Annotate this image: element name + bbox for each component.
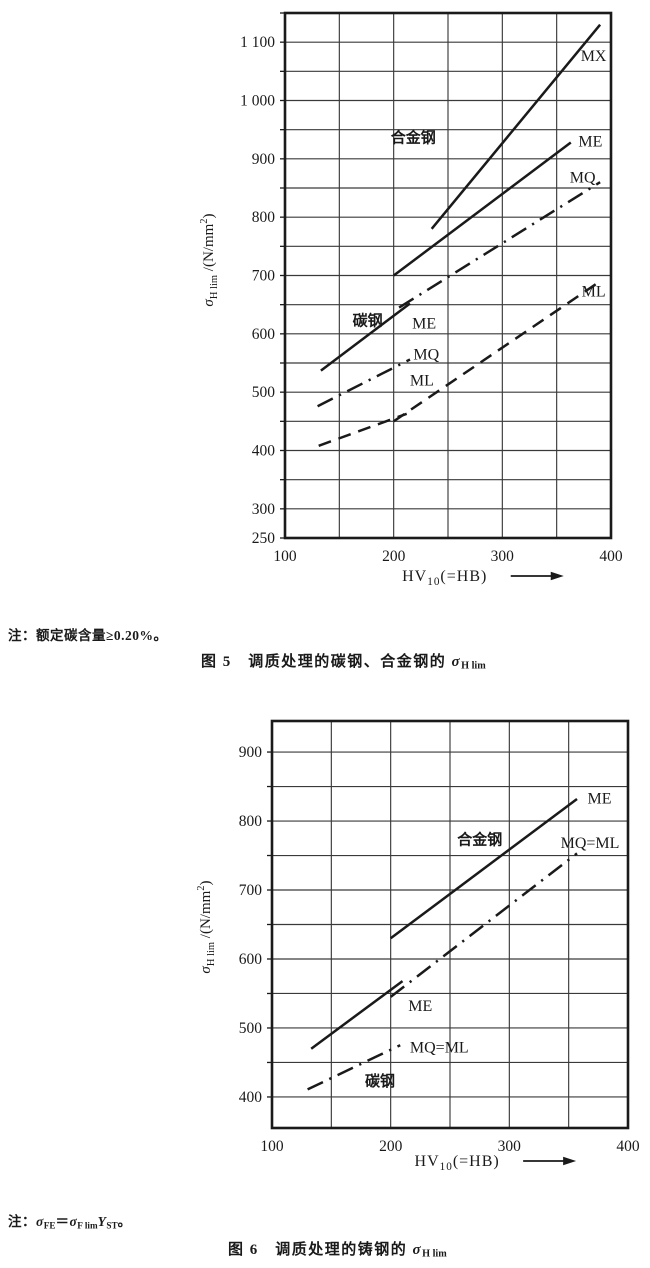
text-segment: 。 [117, 1214, 132, 1229]
series-fig5-c-mq [317, 358, 411, 408]
fig6-caption: 图 6 调质处理的铸钢的 σH lim [228, 1238, 447, 1260]
series-fig5-me [392, 141, 572, 277]
y-tick-label: 600 [239, 951, 263, 968]
y-axis-title: σH lim /(N/mm2) [199, 213, 220, 306]
steel-group-label: 合金钢 [390, 128, 436, 146]
grade-label: ME [588, 790, 612, 807]
y-tick-label: 800 [239, 813, 263, 830]
grade-label: MX [581, 48, 607, 65]
text-segment: 注：额定碳含量≥0.20%。 [8, 628, 168, 643]
y-tick-label: 1 100 [240, 34, 275, 51]
y-tick-label: 400 [252, 443, 276, 460]
plot-border [270, 719, 630, 1130]
series-fig5-mx [430, 23, 602, 230]
y-tick-label: 700 [239, 882, 263, 899]
x-tick-label: 300 [498, 1138, 522, 1155]
x-tick-label: 400 [616, 1138, 640, 1155]
x-tick-label: 400 [599, 548, 623, 565]
subscript: F lim [77, 1220, 98, 1231]
series-fig6-mq-ml [389, 852, 578, 998]
grade-label: ML [582, 283, 606, 300]
grade-label: MQ=ML [561, 835, 620, 852]
grade-label: MQ=ML [410, 1039, 469, 1056]
x-tick-label: 200 [382, 548, 406, 565]
series-fig5-mq [398, 181, 601, 309]
series-fig6-c-me [310, 980, 404, 1050]
series-fig5-c-ml [318, 412, 408, 447]
x-tick-label: 200 [379, 1138, 403, 1155]
series-fig6-me [389, 797, 578, 940]
y-tick-label: 400 [239, 1089, 263, 1106]
grade-label: ML [410, 373, 434, 390]
grade-label: ME [578, 133, 602, 150]
text-segment: σ [412, 1242, 423, 1258]
x-axis-title: HV10(=HB) [415, 1153, 500, 1173]
y-tick-label: 250 [252, 530, 276, 547]
text-segment: 图 5 调质处理的碳钢、合金钢的 [201, 654, 452, 670]
y-tick-label: 700 [252, 268, 276, 285]
x-tick-label: 100 [273, 548, 297, 565]
x-tick-label: 300 [491, 548, 515, 565]
text-segment: σ [451, 654, 462, 670]
y-tick-label: 900 [252, 151, 276, 168]
fig6-chart: 合金钢 ME MQ=ML ME MQ=ML 碳钢 900 800 700 600 500 400 100… [185, 713, 645, 1183]
text-segment: σ [69, 1214, 78, 1229]
y-tick-label: 900 [239, 744, 263, 761]
fig5-chart: 合金钢 MX ME MQ ML 碳钢 ME MQ ML 1 100 1 000 900 800 700 60… [185, 5, 645, 600]
y-tick-label: 800 [252, 209, 276, 226]
y-tick-label: 600 [252, 326, 276, 343]
fig5-figure: 合金钢 MX ME MQ ML 碳钢 ME MQ ML 1 100 1 000 900 800 700 60… [199, 11, 623, 588]
text-segment: σ [36, 1214, 44, 1229]
y-tick-label: 500 [239, 1020, 263, 1037]
subscript: H lim [422, 1248, 447, 1260]
fig5-note: 注：额定碳含量≥0.20%。 [8, 624, 168, 644]
series-fig5-c-me [320, 302, 411, 372]
y-tick-label: 300 [252, 501, 276, 518]
fig6-figure: 合金钢 ME MQ=ML ME MQ=ML 碳钢 900 800 700 600 500 400 100… [196, 719, 640, 1173]
text-segment: ＝ [55, 1214, 70, 1229]
y-tick-label: 500 [252, 384, 276, 401]
subscript: H lim [461, 660, 486, 672]
fig5-caption: 图 5 调质处理的碳钢、合金钢的 σH lim [201, 650, 486, 672]
grade-label: MQ [570, 170, 596, 187]
steel-group-label: 合金钢 [456, 831, 502, 849]
grade-label: ME [408, 998, 432, 1015]
grade-label: ME [412, 315, 436, 332]
text-segment: 注： [8, 1214, 36, 1229]
subscript: FE [43, 1220, 56, 1231]
y-axis-title: σH lim /(N/mm2) [196, 880, 217, 973]
text-segment: 图 6 调质处理的铸钢的 [228, 1242, 413, 1258]
steel-group-label: 碳钢 [353, 311, 383, 329]
fig6-note: 注：σFE＝σF limYST。 [8, 1210, 132, 1230]
plot-border [283, 11, 613, 540]
text-segment: Y [97, 1214, 107, 1229]
grade-label: MQ [413, 346, 439, 363]
x-tick-label: 100 [260, 1138, 284, 1155]
x-axis-arrowhead-icon [563, 1156, 577, 1166]
subscript: ST [106, 1220, 118, 1231]
x-axis-arrowhead-icon [550, 571, 564, 581]
x-axis-title: HV10(=HB) [402, 568, 487, 588]
steel-group-label: 碳钢 [365, 1072, 395, 1090]
y-tick-label: 1 000 [240, 93, 275, 110]
